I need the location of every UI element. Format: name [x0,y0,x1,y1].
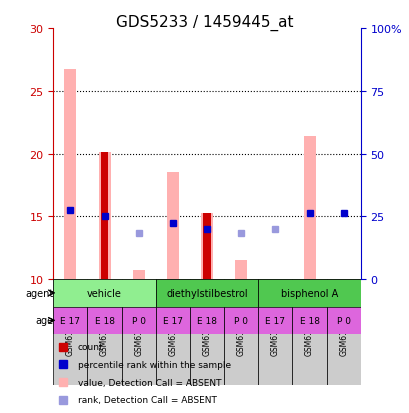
Text: E 17: E 17 [162,316,182,325]
Bar [303,137,315,280]
FancyBboxPatch shape [326,307,360,334]
FancyBboxPatch shape [292,307,326,334]
Text: agent: agent [25,288,53,298]
Text: percentile rank within the sample: percentile rank within the sample [78,360,230,369]
FancyBboxPatch shape [53,280,155,307]
FancyBboxPatch shape [155,307,189,334]
FancyBboxPatch shape [121,307,155,334]
Text: P 0: P 0 [336,316,350,325]
Text: value, Detection Call = ABSENT: value, Detection Call = ABSENT [78,378,221,387]
Bar [101,153,108,280]
Text: GDS5233 / 1459445_at: GDS5233 / 1459445_at [116,14,293,31]
Text: vehicle: vehicle [87,288,122,298]
Bar [133,271,144,280]
Bar [203,213,210,280]
Text: E 18: E 18 [197,316,216,325]
Text: rank, Detection Call = ABSENT: rank, Detection Call = ABSENT [78,395,216,404]
Text: E 18: E 18 [94,316,114,325]
FancyBboxPatch shape [258,280,360,307]
FancyBboxPatch shape [87,307,121,334]
FancyBboxPatch shape [258,307,292,334]
Bar [166,173,178,280]
Bar [235,261,247,280]
FancyBboxPatch shape [189,307,224,334]
Text: P 0: P 0 [131,316,145,325]
Text: bisphenol A: bisphenol A [280,288,337,298]
Text: E 18: E 18 [299,316,319,325]
Bar [98,153,110,280]
Bar [64,70,76,280]
Text: E 17: E 17 [60,316,80,325]
Text: diethylstilbestrol: diethylstilbestrol [166,288,247,298]
Text: E 17: E 17 [265,316,285,325]
FancyBboxPatch shape [155,280,258,307]
FancyBboxPatch shape [53,307,87,334]
Text: count: count [78,342,103,351]
Bar [200,213,213,280]
FancyBboxPatch shape [224,307,258,334]
Text: P 0: P 0 [234,316,247,325]
Text: age: age [35,316,53,325]
